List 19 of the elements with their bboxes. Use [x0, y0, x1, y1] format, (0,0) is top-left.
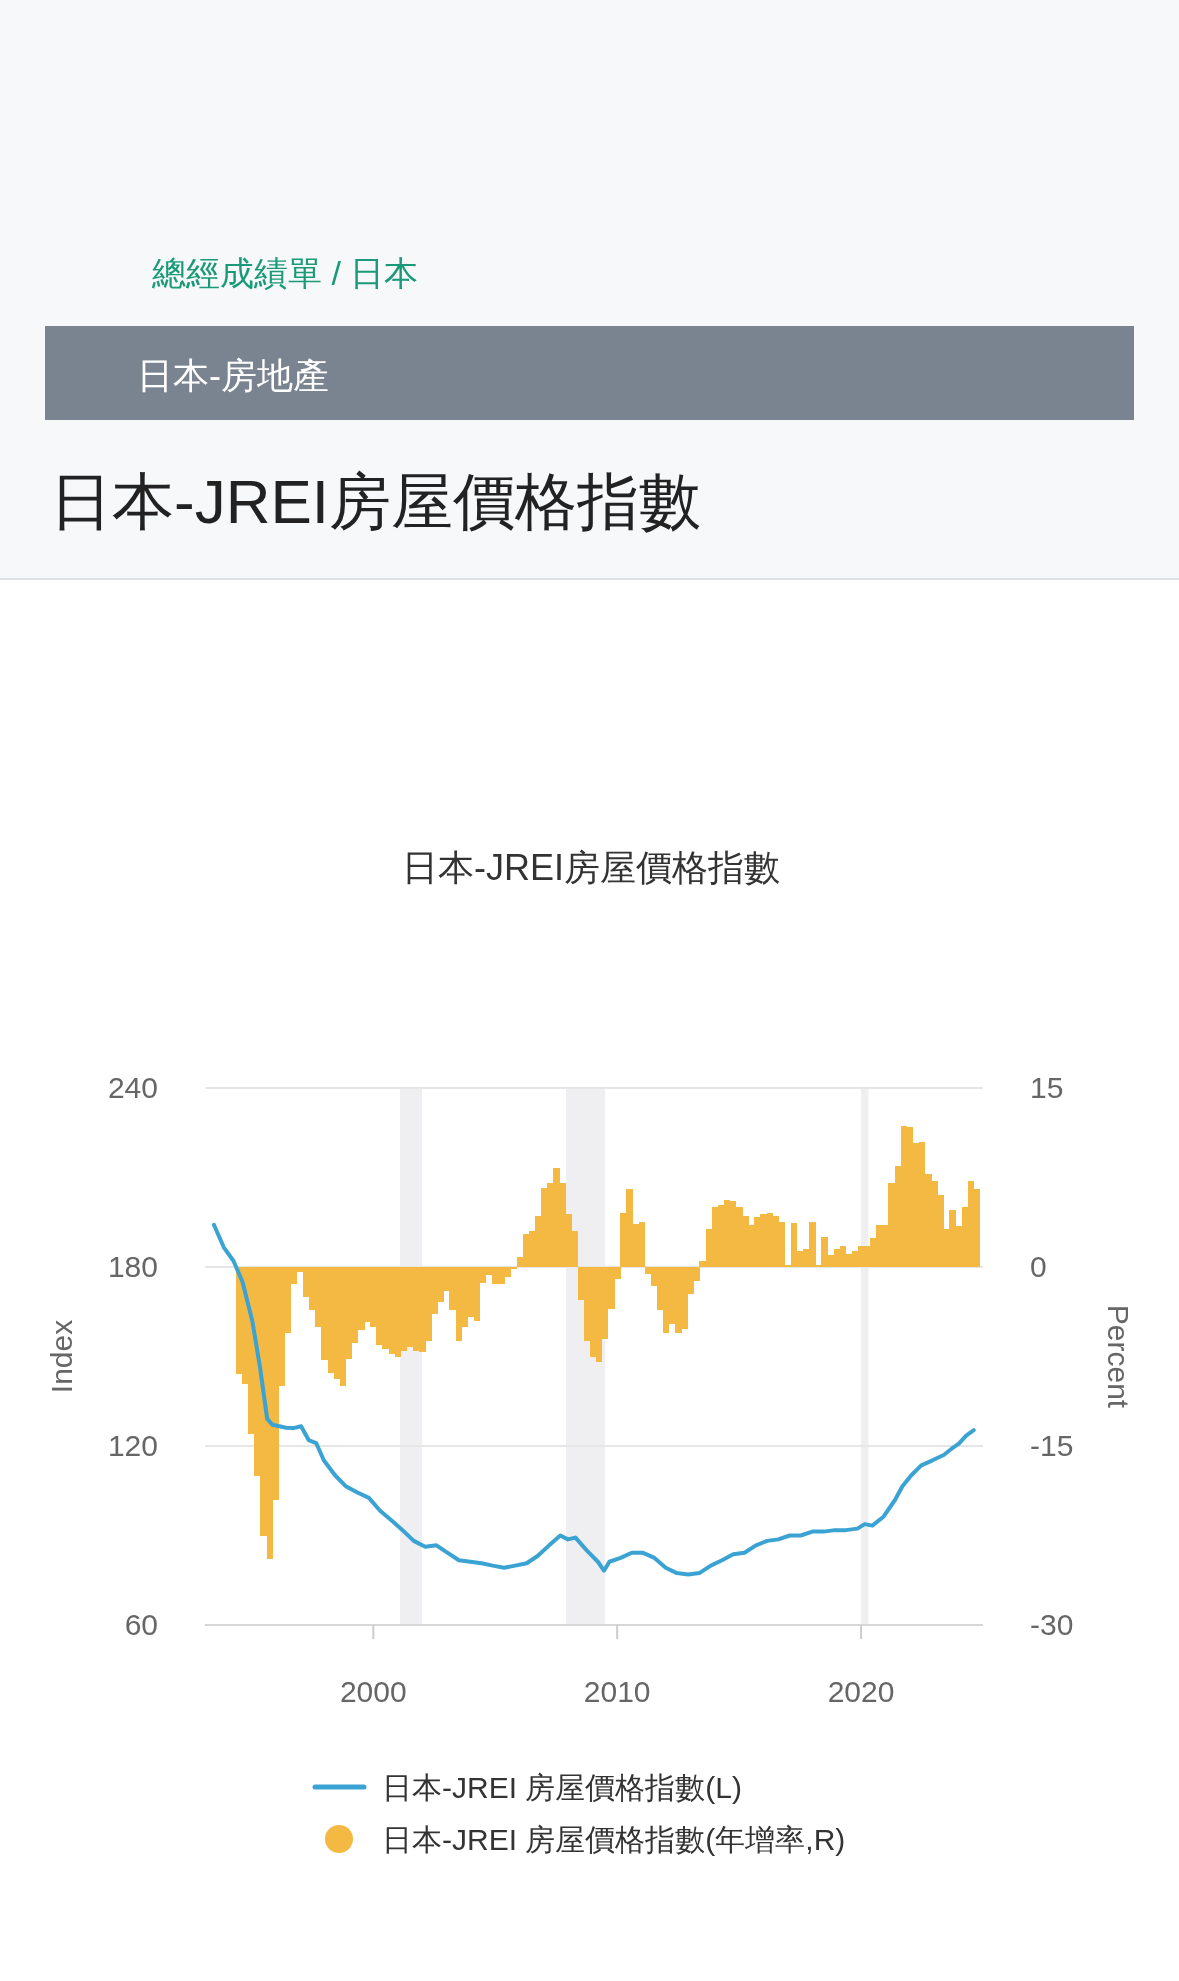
annotation: 總經成績單 / 日本: [152, 254, 419, 292]
ylabel: Index: [45, 1319, 78, 1394]
y2label: Percent: [1102, 1304, 1135, 1409]
tick-label: 0: [1030, 1250, 1047, 1283]
title: 日本-JREI房屋價格指數: [402, 847, 780, 888]
tick-label: 180: [107, 1250, 158, 1283]
tick-label: -15: [1030, 1429, 1074, 1462]
tick-label: 240: [107, 1071, 158, 1104]
tick-label: 2000: [339, 1675, 407, 1708]
tick-label: 2010: [583, 1675, 651, 1708]
tick-label: 120: [107, 1429, 158, 1462]
annotation: 日本-房地產: [137, 355, 329, 396]
legend-label: 日本-JREI 房屋價格指數(L): [382, 1771, 742, 1804]
annotation: 日本-JREI房屋價格指數: [50, 467, 701, 536]
legend-label: 日本-JREI 房屋價格指數(年增率,R): [382, 1823, 846, 1856]
tick-label: 15: [1030, 1071, 1064, 1104]
tick-label: 2020: [827, 1675, 895, 1708]
tick-label: 60: [124, 1608, 158, 1641]
tick-label: -30: [1030, 1608, 1074, 1641]
